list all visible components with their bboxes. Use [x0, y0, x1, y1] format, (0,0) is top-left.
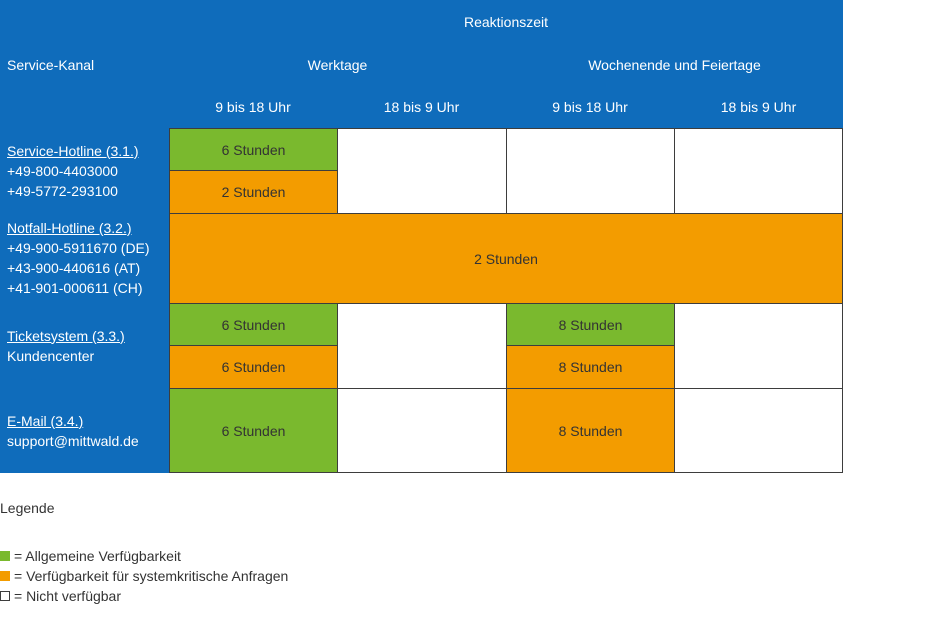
- email-wd-night-unavailable: [337, 388, 507, 473]
- legend: Legende = Allgemeine Verfügbarkeit = Ver…: [0, 500, 288, 606]
- white-swatch-icon: [0, 591, 10, 601]
- ticket-we-night-unavailable: [674, 303, 843, 389]
- header-col-wd-day: 9 bis 18 Uhr: [215, 99, 291, 115]
- email-address: support@mittwald.de: [7, 432, 139, 449]
- ticket-we-day-critical: 8 Stunden: [506, 345, 675, 389]
- legend-item-critical: = Verfügbarkeit für systemkritische Anfr…: [0, 566, 288, 586]
- hotline-wd-day-general: 6 Stunden: [169, 128, 338, 171]
- legend-item-none: = Nicht verfügbar: [0, 586, 288, 606]
- notfall-hotline-phone-de: +49-900-5911670 (DE): [7, 240, 150, 256]
- ticketsystem-kundencenter: Kundencenter: [7, 347, 95, 364]
- header-col-we-night: 18 bis 9 Uhr: [720, 99, 797, 115]
- ticket-wd-night-unavailable: [337, 303, 507, 389]
- notfall-all-critical: 2 Stunden: [169, 213, 843, 304]
- service-hotline-phone-1: +49-800-4403000: [7, 162, 118, 179]
- legend-general-label: = Allgemeine Verfügbarkeit: [14, 548, 181, 564]
- service-hotline-phone-2: +49-5772-293100: [7, 182, 118, 199]
- ticket-wd-day-critical: 6 Stunden: [169, 345, 338, 389]
- legend-none-label: = Nicht verfügbar: [14, 588, 121, 604]
- ticket-wd-day-general: 6 Stunden: [169, 303, 338, 346]
- row-label-service-hotline: Service-Hotline (3.1.) +49-800-4403000 +…: [0, 128, 169, 213]
- row-label-email: E-Mail (3.4.) support@mittwald.de: [0, 388, 169, 473]
- green-swatch-icon: [0, 551, 10, 561]
- table-header: [0, 0, 843, 128]
- email-wd-day-general: 6 Stunden: [169, 388, 338, 473]
- notfall-hotline-phone-ch: +41-901-000611 (CH): [7, 280, 143, 296]
- notfall-hotline-phone-at: +43-900-440616 (AT): [7, 260, 141, 276]
- header-col-we-day: 9 bis 18 Uhr: [552, 99, 628, 115]
- header-wochenende-feiertage: Wochenende und Feiertage: [588, 57, 761, 73]
- email-link[interactable]: E-Mail (3.4.): [7, 412, 84, 429]
- row-label-notfall-hotline: Notfall-Hotline (3.2.) +49-900-5911670 (…: [0, 213, 169, 303]
- legend-critical-label: = Verfügbarkeit für systemkritische Anfr…: [14, 568, 289, 584]
- header-werktage: Werktage: [307, 57, 368, 73]
- notfall-hotline-link[interactable]: Notfall-Hotline (3.2.): [7, 220, 132, 236]
- hotline-wd-night-unavailable: [337, 128, 507, 214]
- row-label-ticketsystem: Ticketsystem (3.3.) Kundencenter: [0, 303, 169, 388]
- legend-title: Legende: [0, 500, 55, 516]
- legend-item-general: = Allgemeine Verfügbarkeit: [0, 546, 288, 566]
- hotline-we-night-unavailable: [674, 128, 843, 214]
- service-hotline-link[interactable]: Service-Hotline (3.1.): [7, 142, 139, 159]
- hotline-wd-day-critical: 2 Stunden: [169, 170, 338, 214]
- header-service-kanal: Service-Kanal: [7, 57, 95, 73]
- reaction-time-table: Reaktionszeit Service-Kanal Werktage Woc…: [0, 0, 843, 473]
- header-col-wd-night: 18 bis 9 Uhr: [383, 99, 460, 115]
- header-reaktionszeit: Reaktionszeit: [463, 14, 549, 30]
- ticketsystem-link[interactable]: Ticketsystem (3.3.): [7, 327, 125, 344]
- email-we-night-unavailable: [674, 388, 843, 473]
- hotline-we-day-unavailable: [506, 128, 675, 214]
- email-we-day-critical: 8 Stunden: [506, 388, 675, 473]
- orange-swatch-icon: [0, 571, 10, 581]
- ticket-we-day-general: 8 Stunden: [506, 303, 675, 346]
